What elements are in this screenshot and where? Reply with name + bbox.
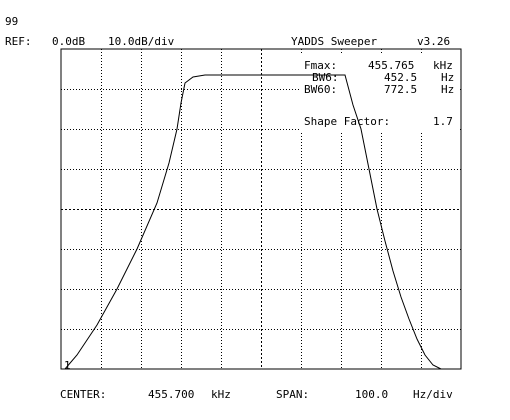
- fmax-unit: kHz: [433, 59, 453, 72]
- shape-factor-label: Shape Factor:: [304, 115, 391, 128]
- bw60-unit: Hz: [441, 83, 455, 96]
- fmax-label: Fmax:: [304, 59, 338, 72]
- span-unit: Hz/div: [413, 388, 453, 401]
- readout-background: [300, 53, 460, 131]
- scale-per-div: 10.0dB/div: [108, 35, 175, 48]
- app-title: YADDS Sweeper: [291, 35, 378, 48]
- bw6-value: 452.5: [384, 71, 418, 84]
- fmax-value: 455.765: [368, 59, 415, 72]
- center-unit: kHz: [211, 388, 231, 401]
- ref-label: REF:: [5, 35, 32, 48]
- app-version: v3.26: [417, 35, 451, 48]
- center-label: CENTER:: [60, 388, 107, 401]
- filter-response-trace: [64, 74, 461, 370]
- marker-label: 1: [64, 359, 71, 372]
- shape-factor-value: 1.7: [433, 115, 453, 128]
- bw60-value: 772.5: [384, 83, 418, 96]
- sweep-number: 99: [5, 15, 19, 28]
- bw6-unit: Hz: [441, 71, 455, 84]
- span-label: SPAN:: [276, 388, 310, 401]
- ref-value: 0.0dB: [52, 35, 86, 48]
- plot-grid: [61, 49, 461, 369]
- center-value: 455.700: [148, 388, 195, 401]
- span-value: 100.0: [355, 388, 389, 401]
- bw6-label: BW6:: [312, 71, 339, 84]
- plot-frame: [60, 48, 462, 370]
- bw60-label: BW60:: [304, 83, 338, 96]
